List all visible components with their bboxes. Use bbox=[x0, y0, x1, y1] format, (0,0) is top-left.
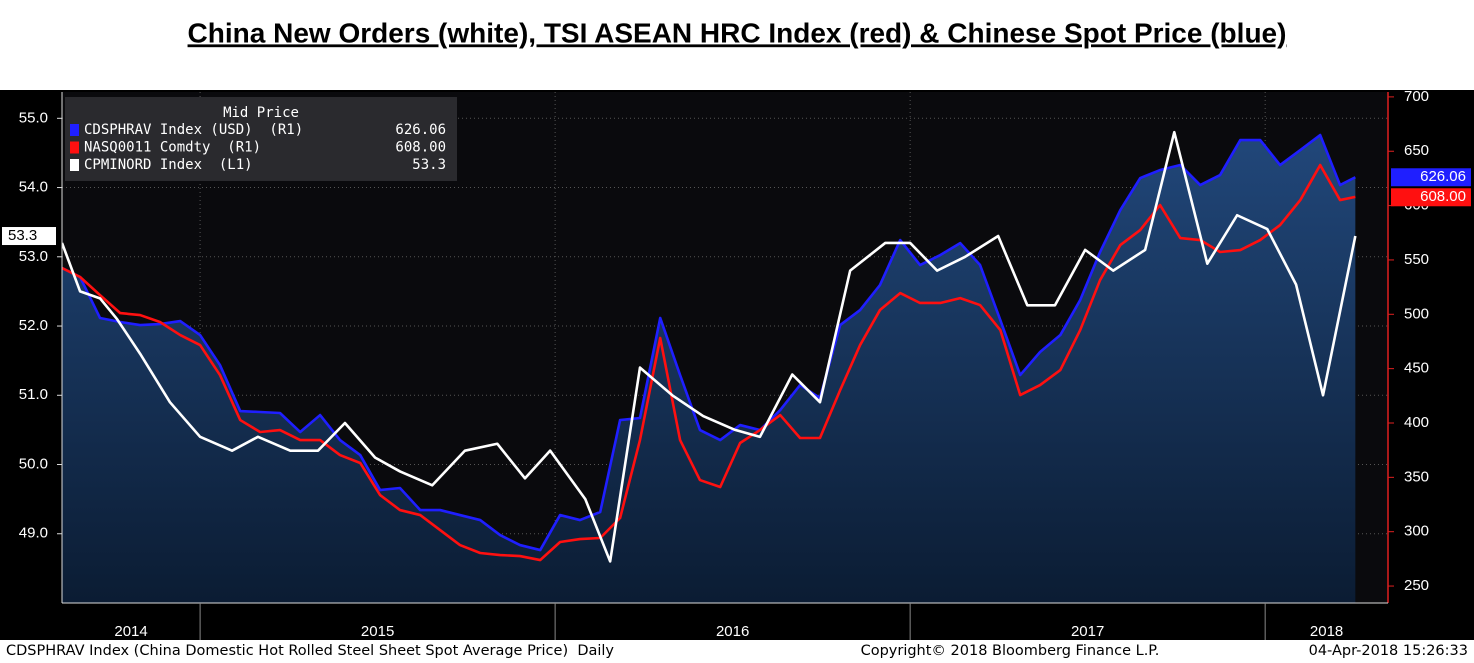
y-tick-label: 53.0 bbox=[19, 248, 48, 265]
y-tick-label: 51.0 bbox=[19, 386, 48, 403]
y-tick-label: 55.0 bbox=[19, 109, 48, 126]
x-tick-label: 2015 bbox=[361, 623, 394, 640]
y-tick-label: 54.0 bbox=[19, 179, 48, 196]
series-area bbox=[62, 135, 1356, 603]
last-value-tag bbox=[2, 227, 56, 246]
legend-label: CPMINORD Index (L1) bbox=[84, 157, 253, 173]
legend-label: NASQ0011 Comdty (R1) bbox=[84, 140, 261, 156]
legend-title: Mid Price bbox=[223, 105, 299, 121]
y2-tick-label: 350 bbox=[1404, 468, 1429, 485]
x-tick-label: 2018 bbox=[1310, 623, 1343, 640]
x-tick-label: 2014 bbox=[114, 623, 147, 640]
y2-tick-label: 300 bbox=[1404, 523, 1429, 540]
last-value-label: 608.00 bbox=[1420, 188, 1466, 205]
legend-swatch bbox=[70, 159, 79, 171]
y2-tick-label: 650 bbox=[1404, 142, 1429, 159]
x-tick-label: 2016 bbox=[716, 623, 749, 640]
x-tick-label: 2017 bbox=[1071, 623, 1104, 640]
y-tick-label: 49.0 bbox=[19, 525, 48, 542]
legend-swatch bbox=[70, 141, 79, 154]
legend-value: 626.06 bbox=[395, 122, 446, 138]
y-tick-label: 52.0 bbox=[19, 317, 48, 334]
y2-tick-label: 700 bbox=[1404, 88, 1429, 105]
legend-box bbox=[65, 97, 457, 181]
series-line bbox=[62, 163, 1356, 562]
series-line bbox=[62, 133, 1356, 552]
axes: 49.0 50.0 51.0 52.0 53.0 54.0 55.0 250 300 350 400… bbox=[2, 88, 1471, 640]
y2-tick-label: 400 bbox=[1404, 414, 1429, 431]
last-value-tag bbox=[1391, 188, 1471, 207]
legend-value: 53.3 bbox=[412, 157, 446, 173]
y-tick-label: 50.0 bbox=[19, 455, 48, 472]
last-value-tag bbox=[1391, 168, 1471, 187]
legend: Mid Price CDSPHRAV Index (USD) (R1) 626.0… bbox=[65, 97, 457, 181]
y2-tick-label: 250 bbox=[1404, 577, 1429, 594]
last-value-label: 53.3 bbox=[8, 227, 37, 244]
footer-timestamp: 04-Apr-2018 15:26:33 bbox=[1309, 643, 1468, 659]
last-value-label: 626.06 bbox=[1420, 168, 1466, 185]
legend-label: CDSPHRAV Index (USD) (R1) bbox=[84, 122, 303, 138]
chart-title: China New Orders (white), TSI ASEAN HRC … bbox=[188, 17, 1287, 48]
legend-swatch bbox=[70, 124, 79, 136]
series-line bbox=[62, 130, 1357, 563]
y2-tick-label: 450 bbox=[1404, 360, 1429, 377]
series-layer bbox=[62, 130, 1357, 603]
y2-tick-label: 550 bbox=[1404, 251, 1429, 268]
y2-tick-label: 500 bbox=[1404, 305, 1429, 322]
legend-value: 608.00 bbox=[395, 140, 446, 156]
footer-description: CDSPHRAV Index (China Domestic Hot Rolle… bbox=[6, 643, 614, 659]
footer-copyright: Copyright© 2018 Bloomberg Finance L.P. bbox=[861, 643, 1160, 659]
